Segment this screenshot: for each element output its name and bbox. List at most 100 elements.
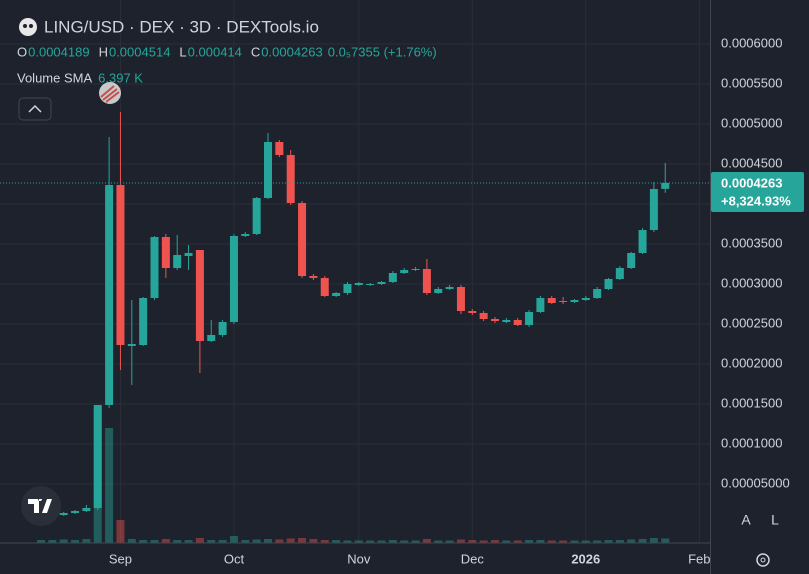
candle-body: [252, 198, 261, 234]
y-tick-label: 0.0004500: [721, 155, 782, 170]
candle-body: [82, 508, 91, 511]
auto-scale-label: A: [741, 512, 751, 528]
volume-bar: [218, 540, 227, 543]
volume-bar: [445, 540, 454, 543]
volume-bar: [604, 540, 613, 543]
candle-body: [400, 270, 409, 273]
candle-body: [604, 279, 613, 289]
candle-body: [241, 234, 250, 236]
volume-bar: [479, 540, 488, 543]
volume-bar: [661, 538, 670, 543]
candle-body: [264, 142, 272, 198]
candle-body: [388, 273, 397, 282]
volume-bar: [468, 540, 477, 543]
volume-bar: [366, 540, 375, 543]
candle-body: [127, 344, 136, 346]
volume-bar: [570, 540, 579, 543]
candle-body: [366, 284, 375, 285]
volume-bar: [264, 539, 272, 543]
volume-bar: [502, 540, 511, 543]
ohlc-label: H: [99, 44, 108, 59]
volume-bar: [638, 539, 647, 543]
candle-body: [525, 312, 534, 325]
token-icon: [19, 18, 37, 36]
tv-logo[interactable]: [21, 486, 61, 526]
x-tick-label: Dec: [461, 551, 485, 566]
candle-body: [59, 513, 68, 515]
volume-bar: [581, 540, 590, 543]
candle-body: [150, 237, 159, 298]
volume-bar: [59, 539, 68, 543]
candle-body: [536, 298, 545, 312]
y-tick-label: 0.0003500: [721, 235, 782, 250]
settings-icon-core: [760, 557, 766, 563]
volume-bar: [298, 538, 307, 543]
candle-body: [93, 405, 102, 508]
price-change-pct: +8,324.93%: [721, 193, 791, 208]
ohlc-label: C: [251, 44, 260, 59]
candle-body: [513, 320, 522, 325]
volume-bar: [252, 539, 261, 543]
y-tick-label: 0.0002500: [721, 315, 782, 330]
volume-bar: [559, 540, 568, 543]
candle-body: [139, 298, 148, 345]
volume-bar: [161, 539, 170, 543]
volume-bar: [82, 539, 91, 543]
volume-bar: [343, 540, 352, 543]
volume-bar: [105, 428, 114, 543]
candle-body: [581, 298, 590, 300]
candle-body: [456, 287, 465, 311]
candle-body: [638, 230, 647, 253]
candle-body: [377, 282, 386, 284]
candle-body: [479, 313, 488, 319]
y-tick-label: 0.0005500: [721, 75, 782, 90]
candle-body: [354, 283, 363, 285]
current-price-tag: [711, 171, 804, 212]
log-scale-button[interactable]: [763, 509, 787, 533]
event-marker-icon: [100, 85, 120, 103]
settings-icon[interactable]: [756, 553, 770, 567]
candle-body: [627, 253, 636, 268]
candle-body: [593, 289, 602, 298]
volume-bar: [593, 540, 602, 543]
x-tick-label: Feb: [688, 551, 710, 566]
volume-bar: [354, 540, 363, 543]
auto-scale-button[interactable]: [734, 509, 758, 533]
candle-body: [434, 289, 443, 293]
candle-body: [173, 255, 182, 268]
candle-body: [184, 253, 193, 256]
candle-body: [195, 250, 204, 341]
volume-label: Volume SMA: [17, 70, 92, 85]
volume-bar: [400, 540, 409, 543]
candle-body: [161, 237, 170, 268]
candle-body: [559, 301, 568, 302]
x-tick-label: 2026: [571, 551, 600, 566]
volume-bar: [127, 539, 136, 543]
candle-body: [286, 155, 295, 203]
candle-body: [309, 276, 318, 278]
current-price: 0.0004263: [721, 175, 782, 190]
volume-bar: [649, 538, 658, 543]
x-axis: Sep Oct Nov Dec 2026 Feb: [109, 551, 711, 566]
candle-body: [320, 278, 329, 296]
volume-bar: [139, 540, 148, 543]
legend: LING/USD · DEX · 3D · DEXTools.io O 0.000…: [17, 17, 437, 85]
y-tick-label: 0.0002000: [721, 355, 782, 370]
volume-bar: [456, 539, 465, 543]
x-tick-label: Nov: [347, 551, 371, 566]
candle-body: [422, 269, 431, 293]
volume-bar: [173, 540, 182, 543]
volume-sma: 6.397 K: [98, 70, 143, 85]
volume-bar: [422, 539, 431, 543]
collapse-button[interactable]: [18, 97, 52, 121]
ohlc-value: 0.0004514: [109, 44, 170, 59]
volume-bar: [241, 540, 250, 543]
volume-bar: [615, 540, 624, 543]
candle-body: [649, 189, 658, 230]
candle-body: [218, 322, 227, 335]
ohlc-value: 0.0004263: [261, 44, 322, 59]
volume-bar: [207, 540, 216, 543]
